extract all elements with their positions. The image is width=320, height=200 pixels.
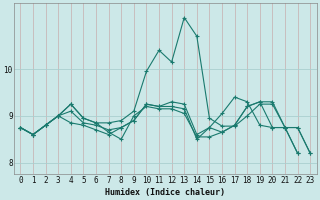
- X-axis label: Humidex (Indice chaleur): Humidex (Indice chaleur): [105, 188, 225, 197]
